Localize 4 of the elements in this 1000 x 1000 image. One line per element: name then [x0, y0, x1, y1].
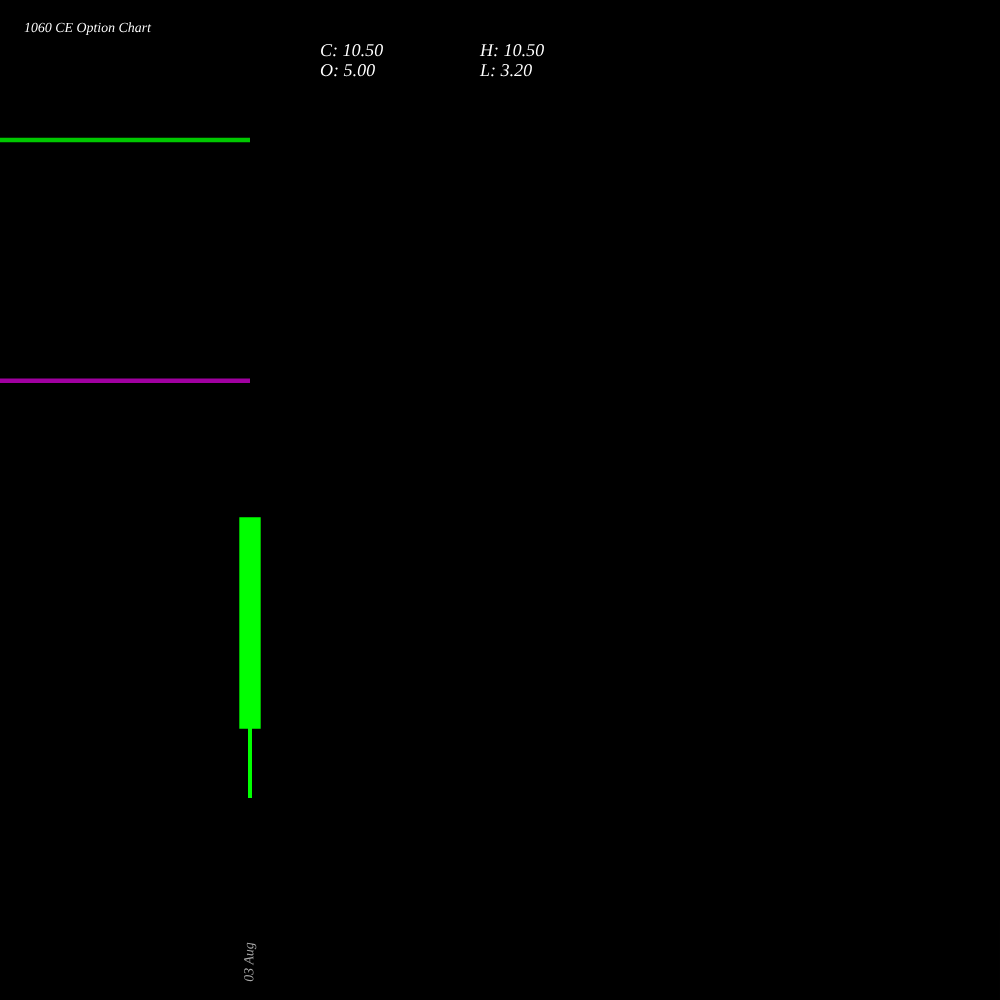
text: H: 10.50 — [479, 43, 544, 57]
text: C: 10.50 — [321, 43, 383, 57]
text: O: 5.00 — [320, 63, 375, 77]
text: L: 3.20 — [479, 63, 532, 77]
